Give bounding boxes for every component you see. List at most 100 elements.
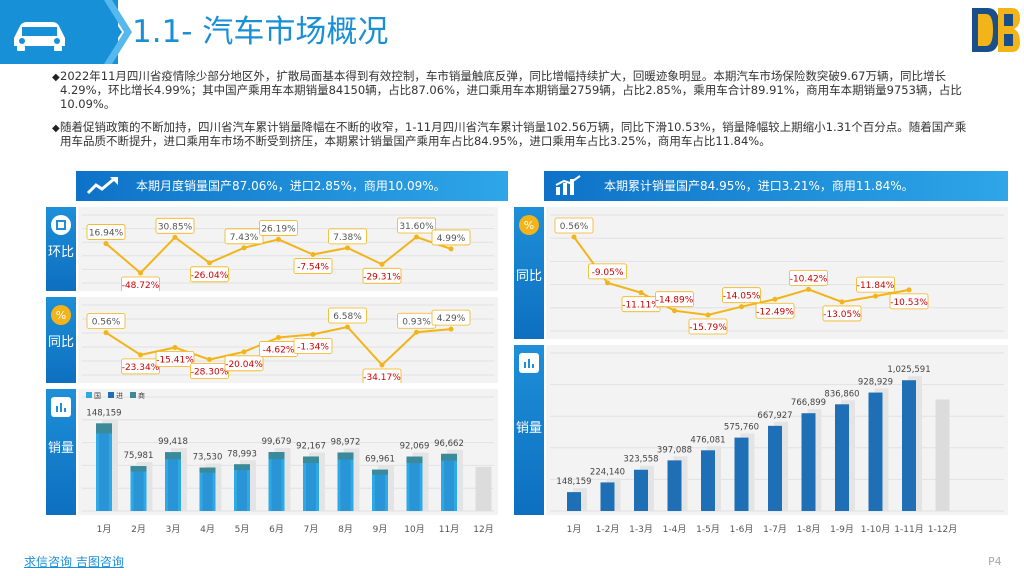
data-point	[345, 245, 350, 251]
bar-value-label: 69,961	[365, 455, 395, 465]
data-point	[207, 260, 212, 266]
bar-segment-domestic	[202, 472, 213, 511]
side-label-text: 同比	[515, 269, 542, 284]
page-number: P4	[988, 555, 1002, 568]
data-point	[241, 245, 247, 251]
data-point	[172, 345, 178, 351]
data-label-box	[789, 269, 828, 286]
bar-segment-domestic	[168, 459, 178, 511]
data-label: -13.05%	[823, 310, 861, 320]
data-label: -10.53%	[890, 298, 928, 308]
right-banner-text: 本期累计销量国产84.95%，进口3.21%，商用11.84%。	[604, 179, 914, 193]
data-point	[448, 246, 454, 252]
x-tick-label: 1-5月	[696, 524, 720, 535]
bar-future	[475, 466, 492, 511]
bar-value-label: 397,088	[657, 445, 692, 455]
data-point	[739, 304, 744, 310]
data-point	[138, 270, 143, 276]
left-banner-text: 本期月度销量国产87.06%，进口2.85%，商用10.09%。	[136, 179, 446, 193]
data-label: -14.89%	[656, 296, 694, 306]
data-point	[103, 241, 109, 247]
x-tick-label: 10月	[404, 524, 424, 535]
data-label: -12.49%	[756, 307, 794, 317]
data-label: 7.43%	[230, 233, 259, 243]
bar-segment-domestic	[409, 463, 420, 511]
data-label: 26.19%	[261, 224, 296, 234]
data-label-box	[822, 305, 862, 322]
trend-line-icon	[86, 177, 118, 195]
x-tick-label: 5月	[235, 524, 250, 535]
data-label-box	[431, 309, 471, 326]
data-point	[207, 357, 212, 363]
bar	[303, 456, 319, 511]
bar-trend-icon	[555, 175, 581, 195]
bar	[835, 404, 849, 511]
chart-panel-mom: 16.94% -48.72% 30.85% -26.04% 7.43% 26.19% -7.…	[78, 207, 498, 293]
data-point	[906, 287, 912, 293]
bullet-1: ◆ 2022年11月四川省疫情除少部分地区外，扩散局面基本得到有效控制，车市销量…	[52, 69, 970, 111]
bar-segment-domestic	[306, 463, 316, 511]
data-label: 7.38%	[333, 233, 362, 243]
x-tick-label: 1-7月	[763, 524, 787, 535]
x-tick-label: 1-9月	[830, 524, 854, 535]
bar-segment-commercial	[372, 469, 388, 475]
bar	[406, 456, 423, 511]
data-label-box	[86, 313, 126, 330]
data-label-box	[328, 307, 367, 324]
bar	[902, 380, 916, 511]
data-label: -20.04%	[225, 360, 263, 370]
x-tick-label: 6月	[269, 524, 284, 535]
data-point	[638, 290, 644, 296]
bar	[600, 482, 615, 511]
bar-value-label: 96,662	[434, 439, 464, 449]
x-tick-label: 1-4月	[663, 524, 687, 535]
data-label: -7.54%	[297, 263, 329, 273]
bar-segment-commercial	[337, 452, 354, 460]
x-tick-label: 1-6月	[730, 524, 754, 535]
data-label: 4.99%	[437, 234, 466, 244]
chart-panel-sales: 148,159 75,981 99,418 73,530 78,993 99,679 92,…	[78, 389, 498, 515]
header-arrow	[0, 0, 132, 64]
data-label-box	[155, 217, 195, 234]
bar-segment-commercial	[441, 453, 457, 461]
data-label: 31.60%	[399, 222, 434, 232]
data-point	[345, 324, 350, 330]
data-point	[241, 349, 247, 355]
data-label-box	[554, 217, 594, 234]
data-label-box	[155, 351, 195, 367]
bar-segment-domestic	[237, 469, 247, 511]
data-label: -29.31%	[363, 272, 401, 282]
bar-value-label: 148,159	[556, 477, 591, 487]
data-point	[103, 330, 109, 336]
yoy-line-chart: 0.56%-23.34%-15.41%-28.30%-20.04%-4.62% -…	[82, 304, 494, 385]
bar-segment-commercial	[199, 467, 216, 473]
logo-icon	[972, 8, 1020, 52]
data-point	[873, 293, 878, 299]
data-label: 4.29%	[437, 314, 466, 324]
side-label-text: 销量	[47, 441, 74, 456]
data-point	[172, 234, 178, 240]
footer-links[interactable]: 求信咨询 吉图咨询	[24, 555, 124, 569]
bar	[165, 452, 181, 511]
data-label-box	[362, 267, 402, 284]
bar	[199, 467, 216, 511]
data-label-box	[856, 276, 895, 293]
data-label: -14.05%	[723, 292, 761, 302]
bar	[667, 460, 682, 511]
bar-value-label: 148,159	[86, 408, 121, 418]
bar-value-label: 92,069	[400, 442, 430, 452]
x-tick-label: 3月	[166, 524, 181, 535]
bar-value-label: 73,530	[193, 453, 223, 463]
monthly-sales-bar-chart: 148,159 75,981 99,418 73,530 78,993 99,679 92,…	[82, 391, 494, 512]
data-label: 0.56%	[560, 222, 589, 232]
x-tick-label: 7月	[304, 524, 319, 535]
data-point	[605, 280, 610, 286]
x-tick-label: 1-8月	[797, 524, 821, 535]
data-label: -23.34%	[122, 363, 160, 373]
bar-segment-commercial	[406, 456, 423, 464]
data-label-box	[328, 228, 367, 245]
data-label-box	[224, 228, 264, 245]
data-label: 0.93%	[402, 317, 431, 327]
bullet-text: 随着促销政策的不断加持，四川省汽车累计销量降幅在不断的收窄，1-11月四川省汽车…	[60, 120, 967, 148]
legend-swatch	[130, 392, 136, 398]
